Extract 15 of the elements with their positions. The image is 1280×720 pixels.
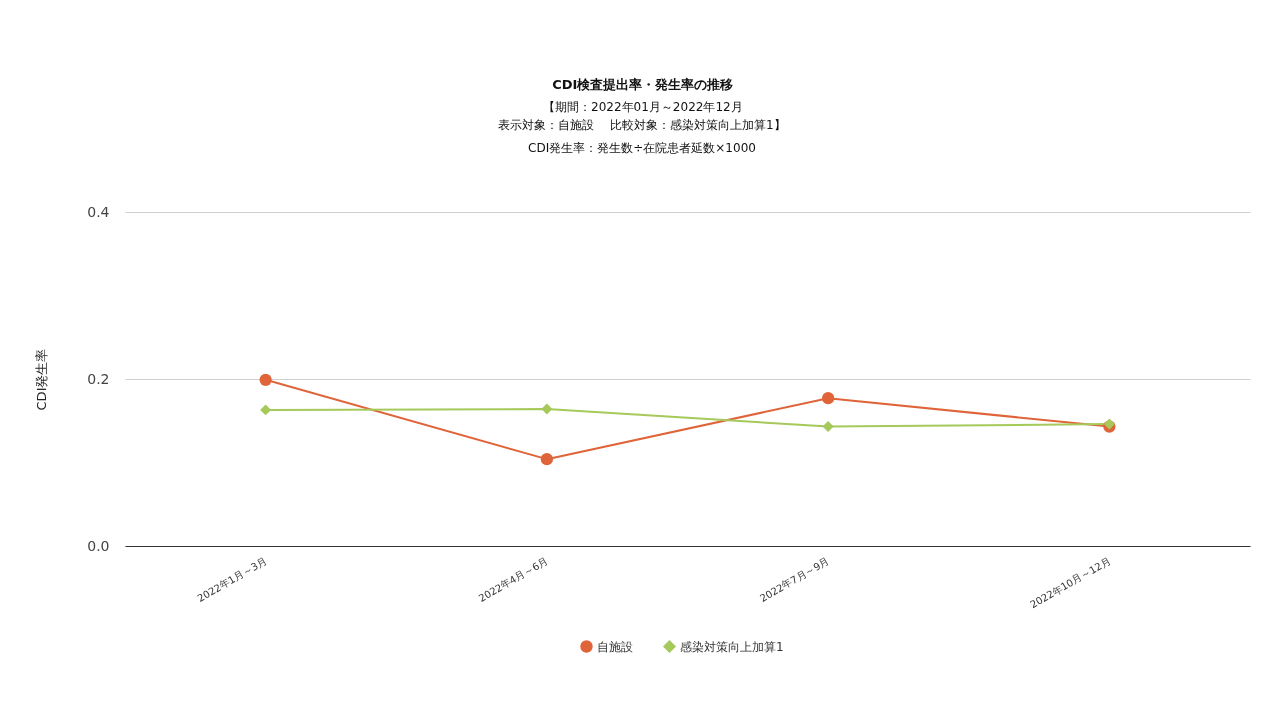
chart-subtitle: 【期間：2022年01月～2022年12月: [543, 100, 743, 114]
legend-label: 自施設: [597, 639, 633, 654]
y-tick-label: 0.2: [87, 370, 110, 387]
chart-title: CDI検査提出率・発生率の推移: [552, 77, 734, 92]
y-axis-title: CDI発生率: [34, 348, 50, 411]
point: [822, 421, 834, 433]
point: [822, 392, 835, 405]
point: [259, 373, 272, 386]
text: CDI発生率：発生数÷在院患者延数×1000: [528, 141, 756, 155]
point: [541, 403, 553, 415]
y-tick-label: 0.4: [87, 203, 110, 220]
y-tick-label: 0.0: [87, 537, 110, 554]
point: [540, 453, 553, 466]
text: 表示対象：自施設 比較対象：感染対策向上加算1】: [498, 118, 786, 132]
legend-label: 感染対策向上加算1: [680, 639, 784, 654]
